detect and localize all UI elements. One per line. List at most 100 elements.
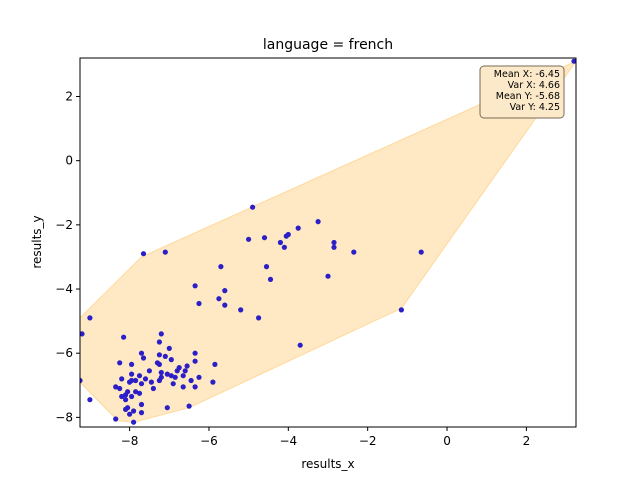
data-point [80,377,83,384]
data-point [138,350,145,356]
data-point [166,345,172,351]
data-point [192,358,198,364]
data-point [138,381,145,387]
plot-frame [79,57,577,428]
y-tick-label: 2 [65,90,73,104]
data-point [210,379,216,385]
data-point [140,355,147,361]
data-point [117,360,123,366]
data-point [148,379,154,385]
data-point [170,381,176,387]
stats-var-x: Var X: 4.66 [508,80,560,91]
data-point [180,384,186,390]
data-point [192,283,198,289]
data-point [87,397,93,403]
y-tick-label: −4 [55,282,73,296]
data-point [250,204,256,210]
data-point [136,390,143,396]
data-point [182,368,188,374]
data-point [267,276,274,282]
data-point [222,302,228,308]
data-point [119,376,125,382]
data-point [196,300,202,307]
data-point [142,376,149,382]
data-point [154,360,160,366]
data-point [351,249,357,255]
data-point [158,369,164,376]
data-point [129,393,135,400]
x-tick-label: 0 [443,434,451,448]
data-point [136,373,143,379]
data-point [184,363,190,369]
data-point [325,273,331,279]
data-point [113,416,119,422]
data-point [331,244,337,250]
data-point [80,331,85,337]
data-point [218,264,224,270]
x-tick-label: −4 [279,434,297,448]
y-axis-ticks: −8 −6 −4 −2 0 2 [55,90,80,424]
data-point [256,315,262,321]
data-point [315,219,321,225]
data-point [113,384,119,390]
stats-box: Mean X: -6.45 Var X: 4.66 Mean Y: -5.68 … [479,65,565,119]
data-point [121,334,127,340]
data-point [192,350,198,356]
x-tick-label: 2 [523,434,531,448]
y-axis-label: results_y [30,215,44,268]
y-tick-label: −6 [55,346,73,360]
data-point [150,385,156,392]
data-point [127,411,133,417]
data-point [398,307,404,313]
data-point [168,357,174,363]
data-point [140,251,147,257]
data-point [192,384,198,390]
data-point [186,403,192,409]
data-point [133,377,139,384]
y-tick-label: 0 [65,154,73,168]
data-point [174,368,180,374]
stats-var-y: Var Y: 4.25 [510,102,560,113]
x-axis-ticks: −8 −6 −4 −2 0 2 [121,427,530,448]
data-point [138,410,145,416]
x-tick-label: −8 [121,434,139,448]
data-point [156,377,162,384]
data-point [418,249,424,255]
data-point [222,288,228,294]
data-point [119,393,125,400]
data-point [87,315,93,321]
data-point [263,264,270,270]
data-point [156,339,162,345]
data-point [158,331,164,337]
stats-mean-x: Mean X: -6.45 [494,69,560,80]
data-point [212,361,218,367]
data-point [125,389,131,395]
data-point [238,307,244,313]
data-point [162,249,168,255]
data-point [172,374,178,380]
data-point [156,352,162,358]
data-point [277,239,283,246]
data-point [283,233,289,239]
data-point [162,353,168,359]
data-point [133,389,139,395]
data-points-layer [80,58,576,425]
data-point [168,373,174,379]
data-point [331,239,337,246]
chart-title: language = french [263,37,393,53]
data-point [123,397,129,403]
data-point [216,296,222,302]
data-point [129,371,135,377]
data-point [164,405,170,411]
data-point [131,408,137,414]
data-point [188,377,194,384]
stats-mean-y: Mean Y: -5.68 [496,91,560,102]
data-point [297,342,303,348]
data-point [295,225,301,231]
y-tick-label: −2 [55,218,73,232]
y-tick-label: −8 [55,410,73,424]
x-tick-label: −6 [200,434,218,448]
data-point [138,401,145,408]
data-point [571,58,576,64]
